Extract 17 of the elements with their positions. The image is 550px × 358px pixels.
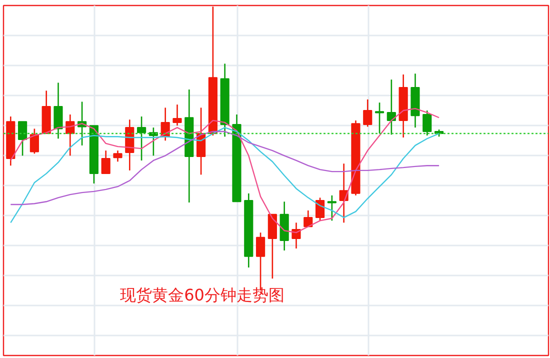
candlestick	[18, 120, 28, 156]
candlestick	[54, 82, 63, 140]
candlestick	[113, 150, 122, 162]
candlestick	[172, 104, 182, 126]
candlestick	[136, 116, 146, 162]
candlestick	[374, 102, 384, 134]
candlestick	[148, 126, 158, 156]
candlestick	[386, 78, 396, 136]
candlestick	[315, 197, 325, 222]
candlestick	[327, 194, 336, 222]
candlestick	[292, 222, 301, 250]
text: 现货黄金60分钟走势图	[120, 285, 284, 304]
candlestick	[30, 128, 39, 154]
candlestick	[304, 210, 313, 228]
candlestick	[363, 98, 372, 128]
candlestick	[101, 150, 110, 174]
candlestick	[422, 110, 432, 136]
